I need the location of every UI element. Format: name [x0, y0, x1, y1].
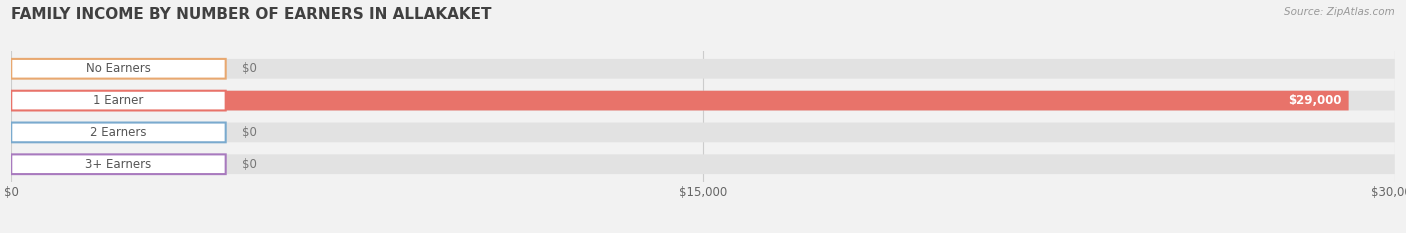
Text: $29,000: $29,000 [1288, 94, 1341, 107]
FancyBboxPatch shape [11, 123, 1395, 142]
Text: 2 Earners: 2 Earners [90, 126, 146, 139]
Text: FAMILY INCOME BY NUMBER OF EARNERS IN ALLAKAKET: FAMILY INCOME BY NUMBER OF EARNERS IN AL… [11, 7, 492, 22]
FancyBboxPatch shape [11, 91, 1348, 110]
FancyBboxPatch shape [11, 91, 1395, 110]
Text: $0: $0 [242, 62, 257, 75]
FancyBboxPatch shape [11, 59, 1395, 79]
FancyBboxPatch shape [11, 91, 226, 110]
FancyBboxPatch shape [11, 59, 226, 79]
Text: 3+ Earners: 3+ Earners [86, 158, 152, 171]
Text: $0: $0 [242, 158, 257, 171]
FancyBboxPatch shape [11, 123, 226, 142]
Text: $0: $0 [242, 126, 257, 139]
FancyBboxPatch shape [11, 154, 226, 174]
Text: 1 Earner: 1 Earner [93, 94, 143, 107]
Text: Source: ZipAtlas.com: Source: ZipAtlas.com [1284, 7, 1395, 17]
Text: No Earners: No Earners [86, 62, 150, 75]
FancyBboxPatch shape [11, 154, 1395, 174]
